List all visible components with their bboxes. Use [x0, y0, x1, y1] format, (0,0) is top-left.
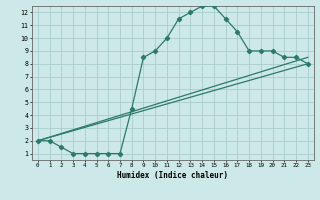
- X-axis label: Humidex (Indice chaleur): Humidex (Indice chaleur): [117, 171, 228, 180]
